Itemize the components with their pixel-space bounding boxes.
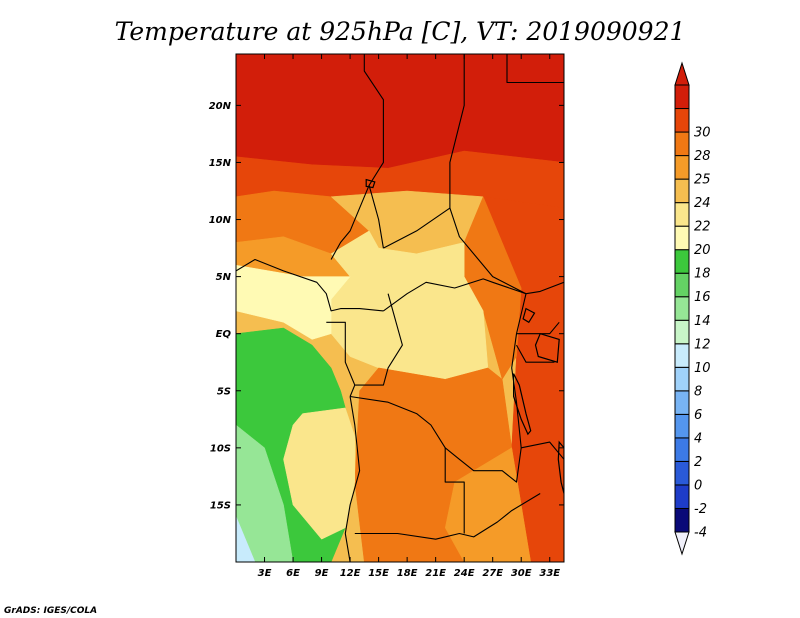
colorbar-segment <box>674 390 690 415</box>
country-border-16 <box>330 185 370 260</box>
country-border-11 <box>525 281 564 295</box>
y-tick-label: 20N <box>209 101 232 112</box>
x-tick-label: 12E <box>340 568 361 579</box>
colorbar-segment <box>674 507 690 533</box>
colorbar-label: 14 <box>694 314 711 329</box>
colorbar-label: 8 <box>694 384 702 399</box>
country-borders <box>236 54 564 562</box>
temperature-region-14 <box>236 516 256 562</box>
y-tick-label: 5S <box>217 386 231 397</box>
colorbar-segment <box>674 460 690 486</box>
country-border-14 <box>516 344 555 363</box>
colorbar-label: 25 <box>694 173 711 188</box>
lake-outline-2 <box>557 440 564 494</box>
colorbar-segment <box>674 131 690 157</box>
colorbar-segment <box>674 202 690 227</box>
x-tick-label: 9E <box>315 568 329 579</box>
temperature-region-7 <box>330 230 489 380</box>
x-axis: 3E 6E 9E 12E 15E 18E 21E 24E 27E 30E 33E <box>258 54 560 579</box>
colorbar-segment <box>674 178 690 204</box>
temperature-region-13 <box>236 424 294 562</box>
y-tick-label: 10N <box>209 215 232 226</box>
x-tick-label: 3E <box>258 568 272 579</box>
temperature-region-8 <box>236 264 351 340</box>
lake-outline-4 <box>365 178 376 189</box>
x-tick-label: 27E <box>482 568 503 579</box>
temperature-region-12 <box>283 407 356 540</box>
country-border-9 <box>354 493 541 540</box>
x-tick-label: 15E <box>368 568 389 579</box>
colorbar-label: 16 <box>694 290 711 305</box>
credit-text: GrADS: IGES/COLA <box>4 606 97 616</box>
colorbar-over-triangle <box>674 61 690 86</box>
x-tick-label: 24E <box>454 568 475 579</box>
map-frame <box>235 53 565 563</box>
colorbar-segment <box>674 84 690 110</box>
colorbar-label: 4 <box>694 431 702 446</box>
lake-outline-3 <box>522 307 536 324</box>
country-border-4 <box>383 278 527 312</box>
colorbar-segment <box>674 296 690 321</box>
colorbar-label: 28 <box>694 149 711 164</box>
colorbar-segment <box>674 437 690 462</box>
colorbar-label: 24 <box>694 196 711 211</box>
lake-outline-1 <box>512 373 532 436</box>
country-border-15 <box>521 441 564 460</box>
colorbar-label: 30 <box>694 126 711 141</box>
y-tick-label: 5N <box>216 272 232 283</box>
country-border-10 <box>444 447 465 534</box>
country-border-2 <box>449 54 465 209</box>
country-border-1 <box>383 207 527 295</box>
colorbar-segment <box>674 272 690 298</box>
y-tick-label: 15N <box>209 158 232 169</box>
temperature-regions <box>236 54 564 562</box>
colorbar-segment <box>674 249 690 274</box>
country-border-0 <box>363 54 384 249</box>
colorbar-label: -4 <box>694 526 707 541</box>
colorbar-label: 12 <box>694 337 711 352</box>
lake-outline-0 <box>534 332 560 363</box>
x-tick-label: 6E <box>286 568 300 579</box>
country-border-13 <box>516 321 560 335</box>
temperature-region-0 <box>236 54 564 169</box>
y-axis: 20N 15N 10N 5N EQ 5S 10S 15S <box>209 101 564 511</box>
x-tick-label: 33E <box>539 568 560 579</box>
country-border-8 <box>344 396 361 562</box>
country-border-3 <box>236 258 384 312</box>
colorbar-label: 6 <box>694 408 702 423</box>
colorbar-under-triangle <box>674 531 690 556</box>
colorbar-label: 10 <box>694 361 711 376</box>
map-plot-area: 3E 6E 9E 12E 15E 18E 21E 24E 27E 30E 33E 20N 15N 10N… <box>209 53 565 579</box>
colorbar-label: 20 <box>694 243 711 258</box>
colorbar-segment <box>674 484 690 509</box>
colorbar-label: -2 <box>694 502 707 517</box>
colorbar-label: 22 <box>694 220 711 235</box>
country-border-6 <box>354 293 403 386</box>
country-border-5 <box>326 321 356 397</box>
country-border-12 <box>506 54 564 84</box>
colorbar-label: 18 <box>694 267 711 282</box>
chart-title: Temperature at 925hPa [C], VT: 201909092… <box>115 17 686 46</box>
lakes <box>365 178 564 494</box>
colorbar-segment <box>674 225 690 251</box>
y-tick-label: EQ <box>216 329 232 340</box>
x-tick-label: 21E <box>425 568 446 579</box>
colorbar-segment <box>674 343 690 368</box>
y-tick-label: 15S <box>210 500 231 511</box>
colorbar-segment <box>674 155 690 180</box>
colorbar-label: 2 <box>694 455 702 470</box>
colorbar-segment <box>674 319 690 345</box>
colorbar-segment <box>674 366 690 392</box>
y-tick-label: 10S <box>210 443 231 454</box>
colorbar-label: 0 <box>694 478 702 493</box>
x-tick-label: 18E <box>397 568 418 579</box>
x-tick-label: 30E <box>511 568 532 579</box>
colorbar-segment <box>674 413 690 439</box>
country-border-7 <box>350 293 527 483</box>
colorbar-segment <box>674 108 690 133</box>
